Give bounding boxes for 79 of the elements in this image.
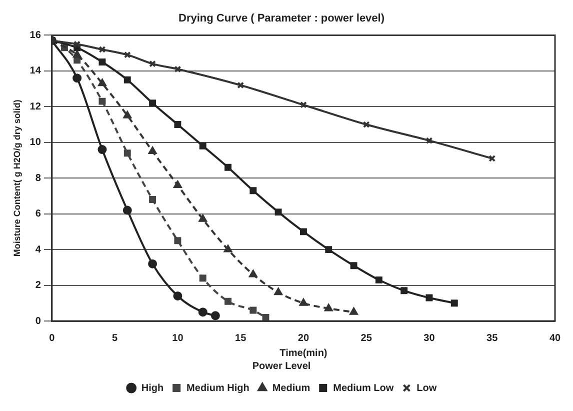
point bbox=[148, 146, 157, 154]
y-axis-title: Moisture Content( g H2O/g dry solid) bbox=[12, 100, 22, 257]
point bbox=[224, 245, 232, 252]
y-tick-label: 12 bbox=[30, 101, 42, 112]
point bbox=[198, 308, 208, 317]
chart-title: Drying Curve ( Parameter : power level) bbox=[178, 12, 385, 25]
point bbox=[98, 78, 106, 86]
point bbox=[148, 259, 158, 268]
point bbox=[375, 276, 382, 284]
point bbox=[174, 121, 182, 128]
point bbox=[325, 246, 332, 254]
y-tick-label: 6 bbox=[35, 208, 42, 220]
legend-label: Low bbox=[416, 382, 437, 394]
point bbox=[400, 287, 408, 294]
point bbox=[224, 298, 232, 305]
x-tick-label: 40 bbox=[549, 332, 561, 344]
x-tick-label: 15 bbox=[235, 332, 247, 344]
point bbox=[124, 76, 131, 84]
point bbox=[124, 150, 131, 157]
point bbox=[426, 137, 433, 144]
x-tick-label: 30 bbox=[424, 332, 436, 344]
y-tick-label: 0 bbox=[35, 316, 42, 327]
point bbox=[450, 300, 458, 307]
point bbox=[74, 40, 81, 48]
point bbox=[199, 274, 206, 282]
x-tick-label: 35 bbox=[486, 332, 498, 344]
point bbox=[98, 145, 107, 154]
point bbox=[224, 164, 232, 171]
point bbox=[149, 100, 156, 107]
legend-title: Power Level bbox=[252, 360, 311, 372]
y-tick-label: 10 bbox=[30, 137, 42, 148]
point bbox=[350, 308, 358, 315]
point bbox=[274, 208, 282, 216]
point bbox=[72, 74, 82, 83]
x-tick-label: 0 bbox=[49, 332, 56, 344]
x-tick-label: 20 bbox=[298, 332, 310, 344]
y-tick-label: 16 bbox=[30, 30, 42, 41]
point bbox=[362, 121, 370, 128]
point bbox=[98, 98, 106, 105]
point bbox=[210, 311, 220, 320]
x-tick-label: 10 bbox=[172, 332, 184, 344]
point bbox=[426, 294, 433, 302]
point bbox=[262, 314, 270, 321]
y-tick-label: 8 bbox=[35, 172, 42, 184]
point bbox=[250, 187, 257, 194]
point bbox=[74, 56, 81, 64]
point bbox=[299, 298, 308, 306]
point bbox=[149, 60, 156, 68]
y-tick-label: 2 bbox=[35, 280, 42, 292]
legend-label: Medium Low bbox=[333, 382, 394, 394]
point bbox=[249, 270, 258, 278]
point bbox=[174, 180, 182, 188]
y-tick-label: 4 bbox=[35, 244, 42, 256]
point bbox=[174, 237, 182, 244]
x-axis-title: Time(min) bbox=[280, 348, 328, 359]
point bbox=[300, 101, 307, 108]
legend-label: High bbox=[141, 382, 164, 394]
legend-label: Medium High bbox=[186, 382, 250, 394]
x-tick-label: 5 bbox=[112, 332, 118, 344]
point bbox=[324, 304, 333, 312]
point bbox=[199, 142, 206, 150]
point bbox=[237, 82, 244, 89]
point bbox=[122, 206, 132, 215]
point bbox=[274, 288, 282, 296]
y-tick-label: 14 bbox=[30, 66, 42, 77]
point bbox=[73, 50, 82, 58]
point bbox=[350, 262, 358, 270]
point bbox=[250, 306, 257, 314]
point bbox=[173, 291, 182, 300]
point bbox=[98, 58, 106, 66]
point bbox=[300, 228, 307, 236]
point bbox=[124, 51, 131, 58]
point bbox=[123, 111, 132, 118]
legend-label: Medium bbox=[272, 382, 310, 394]
point bbox=[198, 214, 207, 222]
point bbox=[98, 46, 106, 53]
point bbox=[149, 196, 156, 204]
point bbox=[174, 66, 182, 73]
x-tick-label: 25 bbox=[360, 332, 372, 344]
